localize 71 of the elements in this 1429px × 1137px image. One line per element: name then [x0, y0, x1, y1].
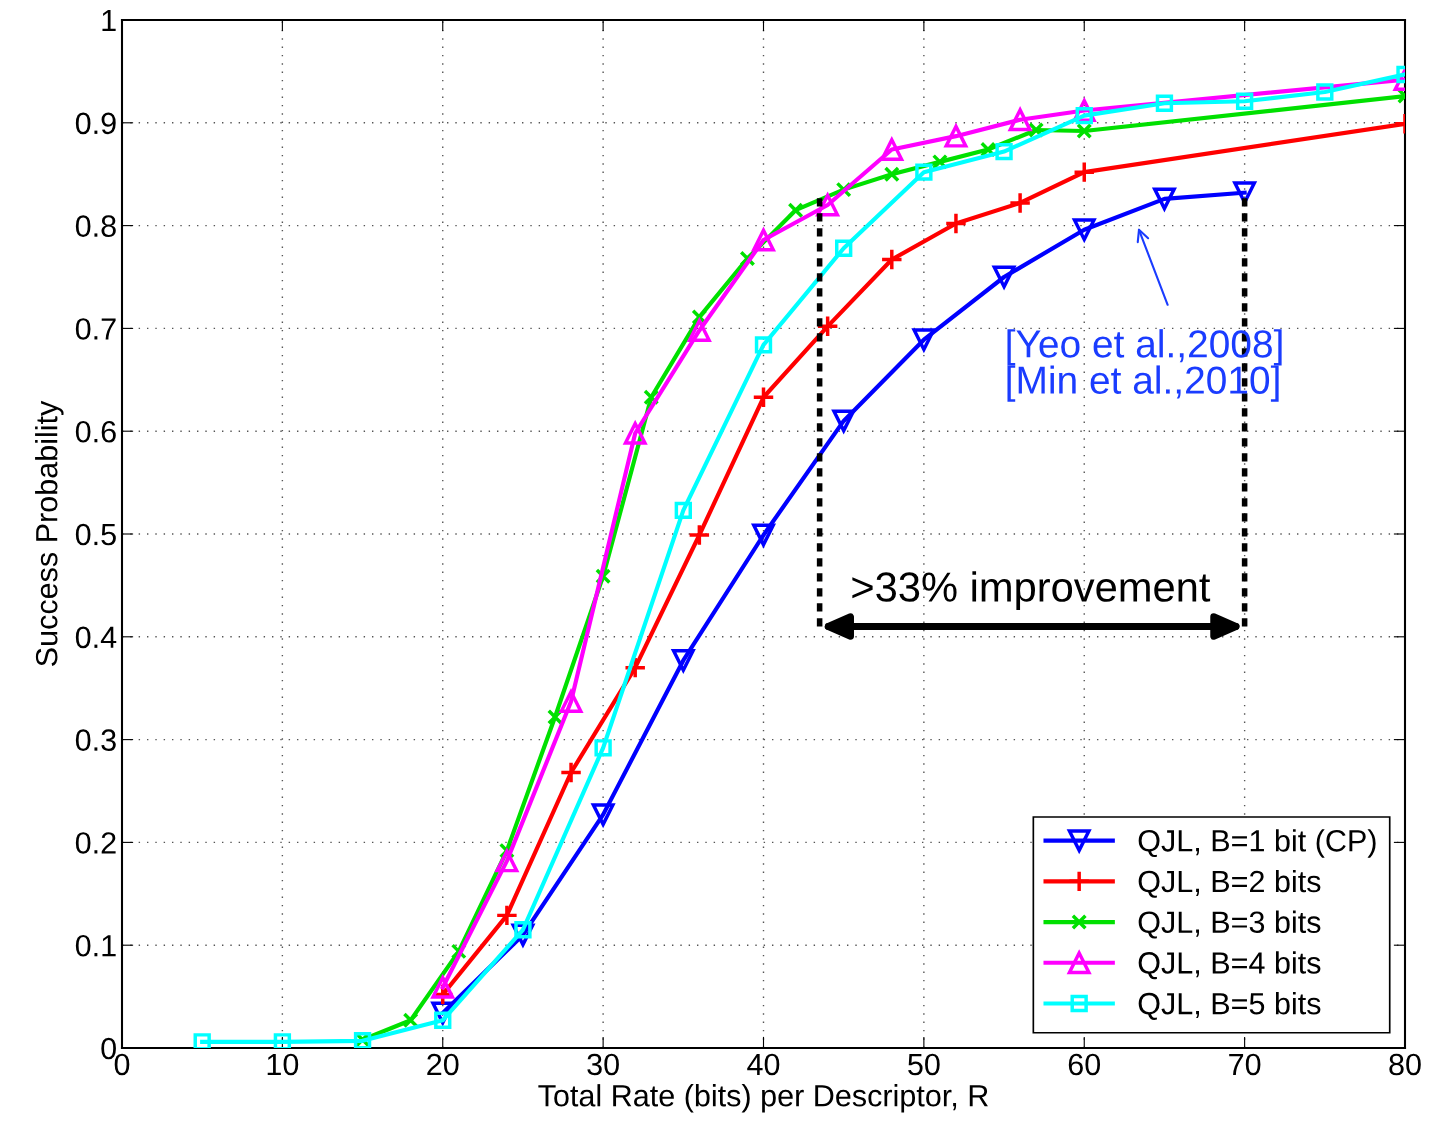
point — [1076, 123, 1093, 140]
y-tick-label: 0.9 — [75, 112, 116, 135]
point — [943, 122, 969, 148]
point — [623, 656, 647, 680]
y-tick-label: 0.7 — [75, 318, 116, 340]
x-tick-label: 50 — [908, 1053, 940, 1076]
point — [1316, 83, 1334, 101]
y-tick-label: 1 — [102, 10, 116, 32]
y-tick-label: 0.2 — [75, 832, 116, 854]
point — [752, 385, 775, 409]
point — [687, 523, 711, 547]
point — [495, 903, 519, 927]
point — [402, 1012, 419, 1029]
y-tick-label: 0 — [101, 1037, 116, 1060]
point — [751, 523, 776, 549]
y-tick-label: 0.8 — [75, 215, 116, 237]
legend-label: QJL, B=2 bits — [1138, 869, 1321, 898]
point — [1072, 160, 1096, 184]
y-tick-label: 0.3 — [75, 729, 116, 751]
point — [915, 163, 933, 181]
point — [883, 166, 900, 183]
point — [622, 419, 648, 445]
point — [991, 265, 1017, 291]
point — [1008, 108, 1032, 132]
legend-label: QJL, B=5 bits — [1138, 992, 1321, 1020]
point — [911, 328, 936, 354]
y-tick-label: 0.5 — [75, 523, 116, 546]
point — [831, 409, 856, 435]
point — [686, 316, 712, 342]
x-axis-title: Total Rate (bits) per Descriptor, R — [538, 1084, 988, 1113]
x-tick-label: 30 — [587, 1053, 619, 1076]
point — [594, 739, 612, 757]
point — [671, 648, 695, 672]
point — [880, 138, 904, 161]
point — [193, 1033, 211, 1048]
point — [1235, 92, 1254, 110]
x-tick-label: 10 — [267, 1053, 299, 1076]
x-tick-label: 80 — [1389, 1053, 1421, 1076]
point — [944, 212, 968, 236]
point — [751, 226, 776, 252]
legend-label: QJL, B=3 bits — [1138, 910, 1321, 939]
legend-label: QJL, B=1 bit (CP) — [1138, 829, 1376, 858]
point — [674, 501, 692, 520]
point — [495, 849, 519, 873]
point — [1155, 94, 1174, 112]
point — [1152, 187, 1177, 213]
point — [559, 761, 583, 784]
point — [995, 142, 1013, 161]
annotation: [Yeo et al.,2008] [Min et al.,2010] — [1007, 329, 1282, 402]
point — [559, 690, 583, 714]
y-tick-label: 0.4 — [75, 626, 117, 649]
legend-label: QJL, B=4 bits — [1138, 951, 1321, 980]
point — [1008, 191, 1032, 215]
point — [815, 191, 841, 217]
x-tick-label: 20 — [427, 1053, 459, 1076]
x-tick-label: 60 — [1068, 1053, 1101, 1076]
point — [816, 314, 840, 338]
point — [430, 973, 456, 999]
point — [590, 803, 616, 829]
point — [880, 248, 904, 271]
annotation: >33% improvement — [852, 571, 1211, 611]
point — [835, 239, 853, 257]
point — [787, 202, 804, 219]
y-tick-label: 0.1 — [75, 934, 116, 957]
x-tick-label: 40 — [747, 1053, 780, 1076]
point — [754, 336, 773, 354]
point — [273, 1033, 292, 1048]
y-axis-title: Success Probability — [35, 400, 64, 666]
y-tick-label: 0.6 — [75, 420, 116, 443]
point — [1071, 218, 1097, 244]
x-tick-label: 70 — [1229, 1053, 1261, 1076]
